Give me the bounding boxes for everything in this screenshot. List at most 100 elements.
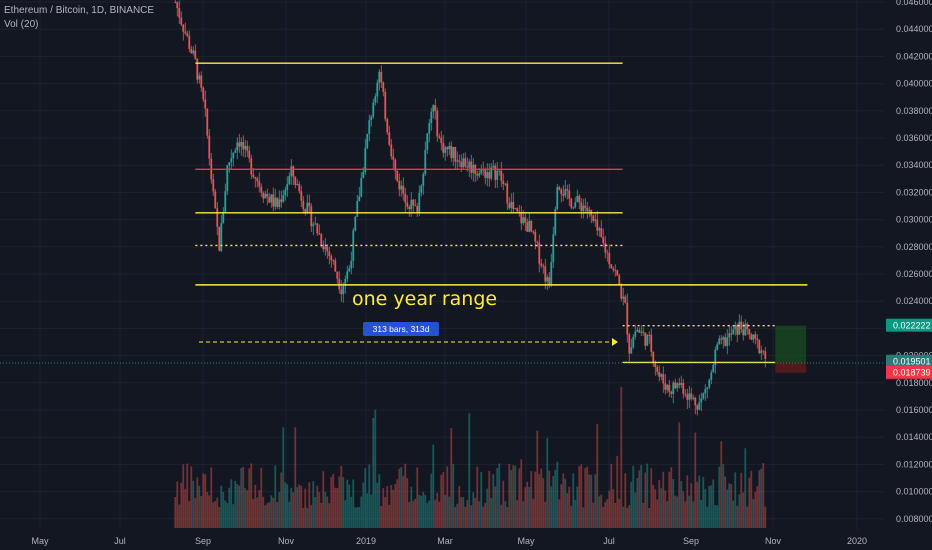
volume-bar (622, 506, 625, 528)
candle-body (338, 278, 341, 290)
volume-bar (274, 465, 277, 528)
volume-bar (406, 478, 409, 528)
candle-body (254, 176, 257, 179)
candle-body (372, 102, 375, 117)
volume-bar (508, 463, 511, 528)
volume-bar (398, 468, 401, 528)
candle-body (538, 242, 541, 264)
candle-body (684, 393, 687, 395)
candle-body (284, 189, 287, 196)
volume-bar (316, 485, 319, 528)
price-axis-background (884, 0, 932, 550)
volume-bar (614, 502, 617, 528)
volume-bar (592, 502, 595, 528)
volume-bar (442, 472, 445, 528)
range-annotation[interactable]: one year range (352, 288, 497, 310)
candle-body (596, 219, 599, 231)
volume-bar (744, 448, 747, 528)
position-box[interactable] (775, 325, 807, 373)
volume-bar (306, 507, 309, 528)
candle-body (730, 333, 733, 335)
volume-bar (526, 481, 529, 528)
volume-bar (388, 504, 391, 528)
volume-bar (212, 502, 215, 528)
candle-body (626, 302, 629, 335)
candle-body (722, 337, 725, 340)
candle-body (640, 331, 643, 333)
volume-bar (214, 501, 217, 528)
volume-bar (284, 482, 287, 528)
symbol-title[interactable]: Ethereum / Bitcoin, 1D, BINANCE (4, 5, 155, 16)
volume-bar (540, 468, 543, 528)
volume-bar (438, 501, 441, 528)
volume-bar (634, 492, 637, 528)
candle-body (300, 191, 303, 201)
volume-bar (608, 490, 611, 528)
volume-bar (434, 499, 437, 528)
volume-bar (466, 500, 469, 528)
candle-body (268, 196, 271, 203)
volume-bar (208, 495, 211, 528)
candle-body (296, 184, 299, 186)
candle-body (366, 133, 369, 149)
volume-bar (400, 467, 403, 528)
candle-body (630, 347, 633, 354)
volume-bar (516, 500, 519, 528)
candle-body (478, 173, 481, 176)
volume-bar (240, 468, 243, 528)
volume-bar (178, 504, 181, 528)
volume-bar (194, 497, 197, 528)
candle-body (458, 160, 461, 162)
x-tick-label: Jul (603, 536, 615, 546)
candle-body (230, 158, 233, 163)
candle-body (250, 158, 253, 175)
volume-bar (362, 482, 365, 528)
volume-bar (532, 498, 535, 528)
volume-bar (402, 475, 405, 528)
grid (0, 0, 884, 530)
volume-bar (728, 483, 731, 528)
volume-bar (344, 500, 347, 528)
candle-body (328, 251, 331, 257)
volume-bar (742, 492, 745, 528)
volume-bar (480, 471, 483, 528)
candle-body (368, 120, 371, 134)
y-tick-label: 0.024000 (896, 296, 932, 306)
candle-body (446, 147, 449, 150)
candle-body (244, 145, 247, 150)
candle-body (644, 332, 647, 346)
volume-bar (192, 480, 195, 528)
candle-body (460, 161, 463, 168)
volume-bar (668, 471, 671, 528)
volume-bar (708, 485, 711, 528)
volume-bar (698, 475, 701, 528)
volume-bar (322, 471, 325, 528)
candle-body (272, 194, 275, 207)
candle-body (354, 216, 357, 231)
candle-body (174, 2, 177, 3)
candle-body (592, 215, 595, 221)
candle-body (606, 252, 609, 254)
date-range-measure[interactable]: 313 bars, 313d (199, 322, 618, 346)
volume-bar (628, 505, 631, 528)
candle-body (212, 179, 215, 192)
volume-bar (198, 485, 201, 528)
candle-body (396, 170, 399, 181)
candle-body (314, 223, 317, 225)
volume-bar (528, 487, 531, 528)
volume-bar (234, 480, 237, 528)
volume-bar (580, 464, 583, 528)
volume-bar (586, 466, 589, 528)
candle-body (198, 75, 201, 80)
volume-indicator-label[interactable]: Vol (20) (4, 19, 39, 30)
candle-body (330, 256, 333, 261)
volume-bar (552, 476, 555, 528)
candle-body (526, 222, 529, 232)
candle-body (554, 209, 557, 235)
volume-bar (356, 507, 359, 528)
volume-bar (310, 505, 313, 528)
volume-bar (594, 474, 597, 528)
volume-bar (624, 473, 627, 528)
volume-bar (458, 486, 461, 528)
